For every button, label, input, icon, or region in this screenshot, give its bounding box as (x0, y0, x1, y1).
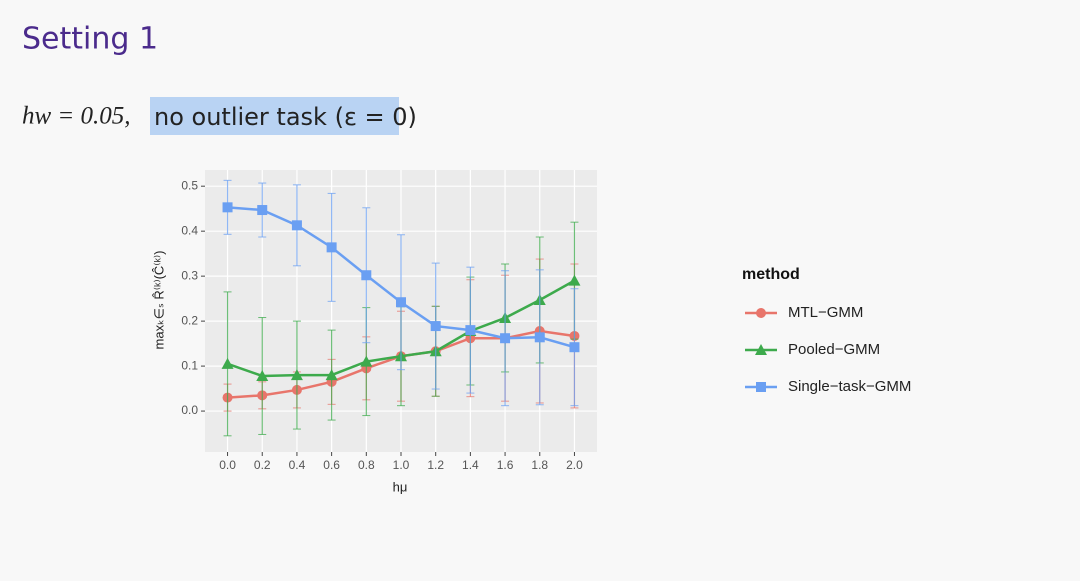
marker (756, 382, 766, 392)
x-tick-label: 0.8 (358, 458, 375, 472)
legend-title: method (742, 266, 800, 283)
x-tick-label: 1.4 (462, 458, 479, 472)
heading: Setting 1 (22, 22, 158, 57)
x-tick-label: 0.0 (219, 458, 236, 472)
y-tick-label: 0.0 (181, 403, 198, 417)
marker (326, 242, 337, 253)
marker (325, 369, 338, 381)
marker (222, 202, 233, 213)
x-tick-label: 1.8 (531, 458, 548, 472)
y-tick-label: 0.3 (181, 268, 198, 282)
x-axis-label: hμ (393, 479, 408, 494)
marker (569, 342, 580, 353)
y-tick-label: 0.1 (181, 358, 198, 372)
marker (500, 333, 511, 344)
marker (257, 205, 268, 216)
marker (291, 220, 302, 231)
marker (534, 332, 545, 343)
x-tick-label: 1.2 (427, 458, 444, 472)
legend-label: MTL−GMM (788, 304, 863, 321)
x-tick-label: 0.4 (289, 458, 306, 472)
marker (360, 355, 373, 367)
marker (568, 274, 581, 286)
marker (396, 297, 406, 308)
subtitle-text: no outlier task (ε = 0) (154, 103, 417, 131)
marker (256, 369, 269, 381)
x-tick-label: 1.0 (393, 458, 410, 472)
y-tick-label: 0.4 (181, 223, 198, 237)
marker (361, 270, 372, 281)
y-axis-label: maxₖ∈ₛ R̂⁽ᵏ⁾(Ĉ⁽ᵏ⁾) (151, 251, 166, 350)
legend-label: Single−task−GMM (788, 378, 911, 395)
x-tick-label: 1.6 (497, 458, 514, 472)
highlight (150, 97, 399, 135)
marker (290, 369, 303, 381)
marker (430, 321, 441, 332)
x-tick-label: 2.0 (566, 458, 583, 472)
marker (755, 344, 767, 355)
legend-label: Pooled−GMM (788, 341, 880, 358)
series (222, 179, 580, 407)
x-tick-label: 0.2 (254, 458, 271, 472)
y-tick-label: 0.2 (181, 313, 198, 327)
y-tick-label: 0.5 (181, 178, 198, 192)
marker (756, 308, 766, 318)
x-tick-label: 0.6 (323, 458, 340, 472)
subtitle-math: hw = 0.05, (22, 103, 131, 130)
marker (465, 325, 476, 336)
marker (221, 357, 234, 369)
